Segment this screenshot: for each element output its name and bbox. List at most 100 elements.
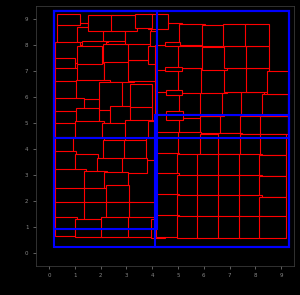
Bar: [218, 175, 241, 197]
Bar: [220, 115, 242, 133]
Bar: [149, 31, 166, 47]
Bar: [238, 154, 262, 176]
Bar: [56, 98, 84, 115]
Bar: [223, 24, 247, 46]
Bar: [155, 115, 289, 247]
Bar: [103, 44, 131, 63]
Bar: [128, 42, 153, 60]
Bar: [238, 216, 262, 238]
Bar: [246, 46, 269, 68]
Bar: [76, 109, 99, 124]
Bar: [156, 153, 179, 175]
Bar: [111, 15, 136, 31]
Bar: [75, 122, 104, 138]
Bar: [77, 62, 104, 83]
Bar: [166, 90, 182, 96]
Bar: [103, 140, 126, 159]
Bar: [177, 195, 200, 217]
Bar: [75, 154, 98, 172]
Bar: [77, 27, 108, 42]
Bar: [218, 195, 241, 217]
Bar: [262, 94, 288, 116]
Bar: [102, 123, 128, 140]
Bar: [151, 219, 165, 238]
Bar: [267, 71, 289, 94]
Bar: [156, 23, 182, 45]
Bar: [218, 154, 241, 176]
Bar: [165, 42, 181, 46]
Bar: [156, 215, 179, 237]
Bar: [57, 23, 88, 45]
Bar: [224, 46, 249, 68]
Bar: [197, 216, 220, 238]
Bar: [56, 123, 77, 138]
Bar: [84, 171, 107, 190]
Bar: [155, 65, 181, 91]
Bar: [97, 158, 126, 173]
Bar: [241, 91, 264, 115]
Bar: [56, 137, 76, 153]
Bar: [202, 25, 226, 46]
Bar: [179, 117, 202, 133]
Bar: [179, 91, 202, 114]
Bar: [155, 45, 181, 70]
Bar: [246, 68, 269, 91]
Bar: [99, 83, 122, 110]
Bar: [197, 154, 220, 176]
Bar: [155, 114, 182, 133]
Bar: [238, 175, 262, 197]
Bar: [218, 133, 242, 154]
Bar: [197, 175, 220, 197]
Bar: [56, 217, 77, 236]
Bar: [130, 107, 152, 128]
Bar: [56, 111, 79, 124]
Bar: [148, 14, 168, 29]
Bar: [106, 202, 134, 219]
Bar: [259, 155, 286, 176]
Bar: [128, 60, 157, 81]
Bar: [56, 58, 75, 73]
Bar: [222, 91, 244, 115]
Bar: [103, 28, 125, 41]
Bar: [54, 11, 157, 229]
Bar: [110, 106, 133, 127]
Bar: [76, 80, 110, 99]
Bar: [177, 154, 200, 176]
Bar: [224, 68, 249, 91]
Bar: [128, 217, 156, 237]
Bar: [156, 132, 181, 154]
Bar: [177, 216, 200, 238]
Bar: [178, 68, 204, 93]
Bar: [200, 90, 224, 116]
Bar: [201, 68, 227, 93]
Bar: [56, 151, 76, 171]
Bar: [56, 81, 79, 101]
Bar: [74, 137, 104, 159]
Bar: [148, 122, 165, 140]
Bar: [259, 216, 286, 238]
Bar: [260, 135, 286, 155]
Bar: [218, 216, 241, 238]
Bar: [104, 62, 134, 83]
Bar: [156, 194, 179, 216]
Bar: [77, 46, 102, 64]
Bar: [88, 15, 113, 31]
Bar: [178, 46, 206, 68]
Bar: [259, 197, 286, 217]
Bar: [148, 46, 165, 64]
Bar: [84, 202, 107, 221]
Bar: [197, 195, 220, 217]
Bar: [178, 132, 201, 155]
Bar: [104, 172, 128, 189]
Bar: [240, 135, 263, 155]
Bar: [200, 135, 220, 155]
Bar: [56, 42, 80, 63]
Bar: [57, 14, 80, 25]
Bar: [56, 169, 86, 189]
Bar: [166, 111, 183, 120]
Bar: [56, 188, 86, 204]
Bar: [245, 24, 269, 46]
Bar: [177, 175, 200, 197]
Bar: [82, 41, 106, 57]
Bar: [130, 84, 152, 109]
